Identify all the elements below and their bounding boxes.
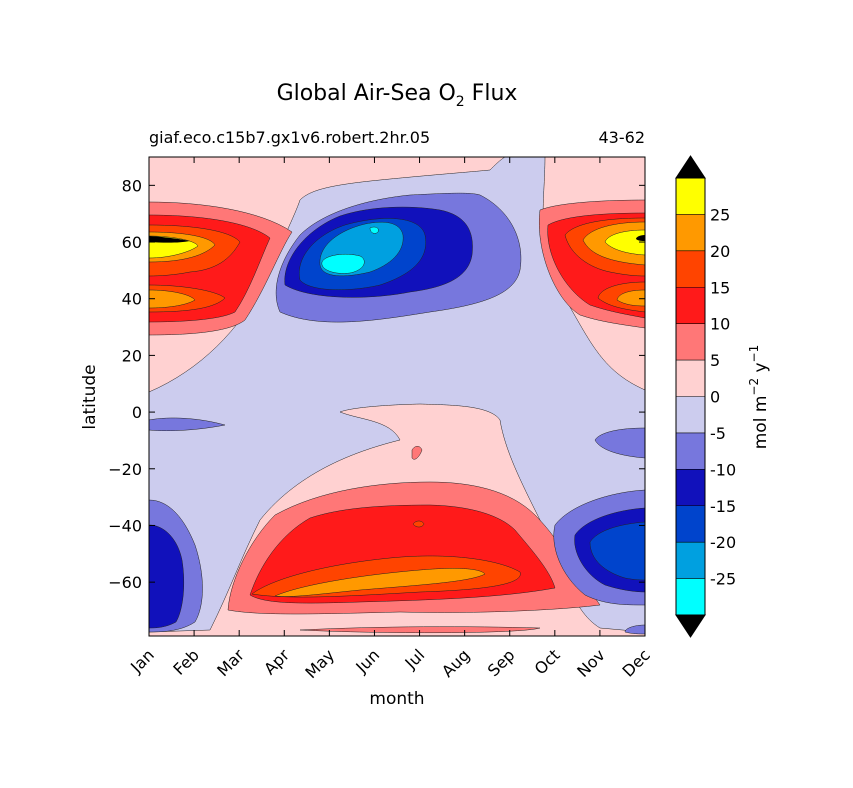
colorbar-tick-label: 25 xyxy=(710,205,730,224)
x-tick-label: Dec xyxy=(618,645,653,680)
band-extreme-north-winter-left xyxy=(149,236,190,243)
colorbar-tick-label: 10 xyxy=(710,315,730,334)
band-above-25-north-winter-right xyxy=(604,229,645,256)
x-tick-label: Mar xyxy=(213,645,248,680)
x-tick-label: Oct xyxy=(531,645,564,678)
colorbar-extend-bottom xyxy=(675,614,706,638)
colorbar-segment xyxy=(676,578,705,615)
y-tick-label: −40 xyxy=(108,516,142,535)
contour-field xyxy=(149,157,645,636)
y-tick-label: −60 xyxy=(108,573,142,592)
y-tick-label: 0 xyxy=(132,403,142,422)
x-tick-label: Sep xyxy=(484,645,519,680)
y-tick-label: 20 xyxy=(122,346,142,365)
band-minus25-small-north xyxy=(369,226,379,234)
band-minus20-to-minus15-south-right xyxy=(589,521,645,581)
colorbar: 25 20 15 10 5 0 -5 -10 -15 -20 -25 xyxy=(675,155,736,638)
y-tick-label: 40 xyxy=(122,290,142,309)
colorbar-segment xyxy=(676,542,705,579)
x-tick-label: Jul xyxy=(401,645,429,673)
x-tick-label: Jun xyxy=(351,645,383,677)
colorbar-tick-label: -25 xyxy=(710,570,736,589)
band-extreme-north-winter-right xyxy=(636,235,645,241)
band-minus15-to-minus10-south-left xyxy=(149,524,185,629)
colorbar-segment xyxy=(676,178,705,215)
y-tick-label: 60 xyxy=(122,233,142,252)
x-tick-label: Feb xyxy=(169,645,202,678)
subtitle-depth-range: 43-62 xyxy=(599,128,646,147)
chart-title: Global Air-Sea O2 Flux xyxy=(277,81,518,110)
colorbar-extend-top xyxy=(675,155,706,179)
colorbar-tick-label: 5 xyxy=(710,351,720,370)
y-axis: 80 60 40 20 0 −20 −40 −60 xyxy=(108,176,645,592)
y-tick-label: −20 xyxy=(108,460,142,479)
subtitle-run-name: giaf.eco.c15b7.gx1v6.robert.2hr.05 xyxy=(149,128,430,147)
colorbar-tick-label: -15 xyxy=(710,497,736,516)
colorbar-segment xyxy=(676,505,705,543)
plot-frame xyxy=(148,156,646,637)
band-minus10-to-minus5-equatorial-east xyxy=(594,427,645,459)
colorbar-segment xyxy=(676,432,705,470)
colorbar-label: mol m−2 y−1 xyxy=(747,345,771,450)
band-20-to-25-north-winter-right-lower xyxy=(616,289,645,307)
colorbar-tick-label: -20 xyxy=(710,533,736,552)
band-5-to-10-southern-edge xyxy=(299,626,541,634)
colorbar-segment xyxy=(676,250,705,288)
colorbar-tick-label: -5 xyxy=(710,424,726,443)
y-tick-label: 80 xyxy=(122,176,142,195)
colorbar-tick-label: -10 xyxy=(710,460,736,479)
band-below-minus25-north-summer xyxy=(321,254,365,274)
band-10-to-15-small xyxy=(412,520,425,528)
band-minus10-to-minus5-equatorial-west xyxy=(149,417,226,432)
x-tick-label: Apr xyxy=(260,645,293,678)
band-minus10-to-minus5-south-right-edge xyxy=(624,624,645,635)
x-tick-label: Aug xyxy=(438,645,474,681)
x-tick-label: Nov xyxy=(573,645,609,681)
colorbar-segment xyxy=(676,287,705,324)
colorbar-segment xyxy=(676,214,705,251)
colorbar-segment xyxy=(676,323,705,361)
y-axis-label: latitude xyxy=(80,364,100,429)
colorbar-tick-label: 15 xyxy=(710,278,730,297)
x-tick-label: Jan xyxy=(126,645,158,677)
colorbar-segment xyxy=(676,360,705,397)
x-axis-label: month xyxy=(369,689,424,709)
colorbar-segment xyxy=(676,396,705,433)
band-20-to-25-south-winter xyxy=(274,568,486,597)
band-20-to-25-north-winter-left-lower xyxy=(149,289,196,309)
band-5-to-10-small xyxy=(411,446,423,460)
colorbar-tick-label: 20 xyxy=(710,242,730,261)
band-minus5-to-0 xyxy=(149,157,645,633)
colorbar-segment xyxy=(676,469,705,506)
colorbar-tick-label: 0 xyxy=(710,388,720,407)
x-tick-label: May xyxy=(301,645,338,682)
